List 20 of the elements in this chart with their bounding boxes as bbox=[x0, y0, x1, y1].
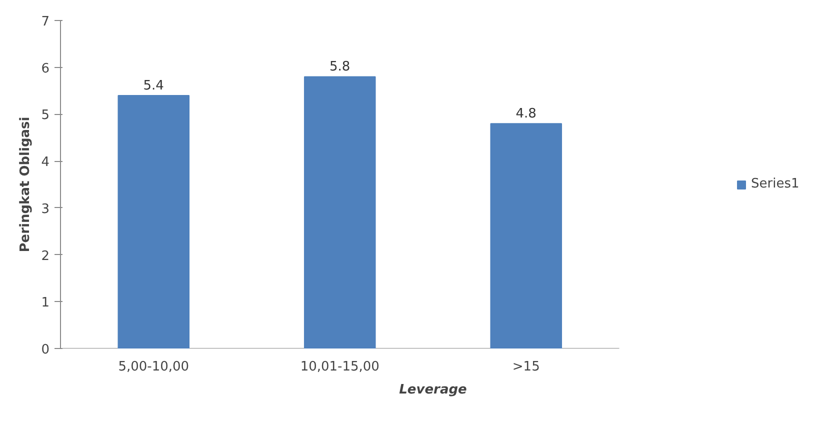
x-tick-label: >15 bbox=[512, 360, 540, 374]
y-tick-label: 4 bbox=[41, 155, 50, 170]
data-label: 4.8 bbox=[516, 106, 536, 122]
y-tick-label: 6 bbox=[41, 61, 50, 76]
y-tick-label: 1 bbox=[41, 296, 50, 311]
y-tick-label: 3 bbox=[41, 202, 50, 217]
x-axis-title: Leverage bbox=[399, 382, 468, 398]
y-tick-label: 0 bbox=[41, 342, 50, 358]
x-tick-label: 5,00-10,00 bbox=[118, 360, 190, 374]
y-axis-title: Peringkat Obligasi bbox=[18, 116, 34, 252]
y-tick-label: 2 bbox=[41, 248, 50, 264]
data-label: 5.4 bbox=[143, 78, 164, 94]
y-tick-label: 7 bbox=[41, 14, 50, 30]
data-label: 5.8 bbox=[330, 60, 350, 75]
bar bbox=[118, 94, 190, 348]
x-tick-label: 10,01-15,00 bbox=[300, 360, 380, 374]
y-tick-label: 5 bbox=[41, 108, 50, 124]
bar bbox=[490, 123, 562, 348]
legend-label: Series1 bbox=[751, 176, 800, 192]
bar bbox=[304, 76, 376, 348]
